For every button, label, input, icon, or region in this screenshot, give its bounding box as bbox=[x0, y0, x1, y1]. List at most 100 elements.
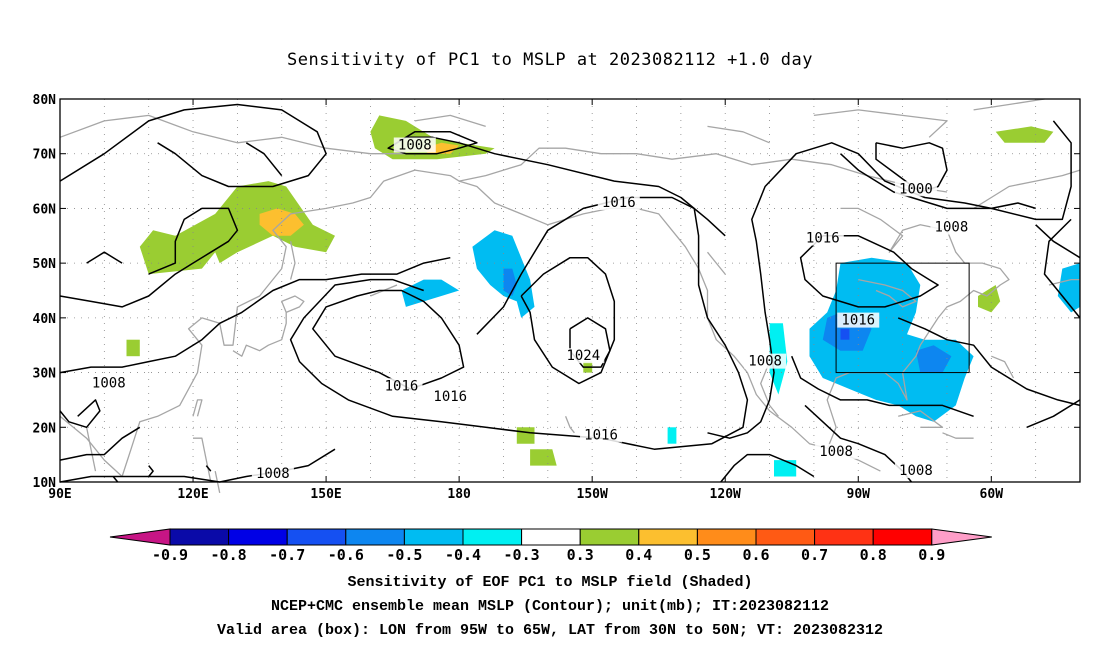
contour-label: 1016 bbox=[602, 195, 636, 211]
contour-label: 1016 bbox=[584, 427, 618, 443]
contour-label: 1008 bbox=[256, 466, 290, 482]
contour-label: 1008 bbox=[748, 354, 782, 370]
contour-label-bg bbox=[380, 378, 423, 394]
contour-label: 1024 bbox=[566, 348, 600, 364]
mslp-contour-2 bbox=[312, 289, 465, 390]
colorbar: -0.9 -0.8 -0.7 -0.6 -0.5 -0.4 -0.3 0.3 0.4 0.5 0.6… bbox=[109, 528, 992, 564]
coastline-segment-24 bbox=[1048, 278, 1080, 286]
contour-label-bg bbox=[251, 465, 294, 481]
colorbar-label: -0.4 bbox=[445, 546, 481, 564]
colorbar-label: 0.5 bbox=[684, 546, 711, 564]
contour-label: 1008 bbox=[935, 220, 969, 236]
sensitivity-region-14 bbox=[774, 460, 797, 477]
sensitivity-region-16 bbox=[516, 427, 535, 444]
mslp-contour-22 bbox=[59, 448, 336, 483]
coastline-segment-13 bbox=[564, 416, 575, 434]
colorbar-swatch bbox=[579, 528, 640, 546]
caption-line-2: NCEP+CMC ensemble mean MSLP (Contour); u… bbox=[270, 598, 830, 615]
lon-tick-label: 120W bbox=[710, 487, 741, 502]
coastline-segment-10 bbox=[193, 437, 212, 483]
mslp-contour-27 bbox=[86, 251, 123, 264]
mslp-contour-14 bbox=[1043, 218, 1081, 319]
sensitivity-region-13 bbox=[1057, 263, 1080, 313]
lat-tick-label: 80N bbox=[33, 93, 57, 108]
mslp-contour-7 bbox=[839, 120, 1072, 221]
lat-tick-label: 50N bbox=[33, 257, 57, 272]
coastline-segment-23 bbox=[991, 355, 1015, 379]
mslp-contour-19 bbox=[59, 256, 451, 374]
colorbar-label: 0.3 bbox=[567, 546, 594, 564]
contour-label: 1008 bbox=[819, 444, 853, 460]
lon-tick-label: 60W bbox=[980, 487, 1004, 502]
colorbar-label: 0.4 bbox=[625, 546, 652, 564]
contour-label-bg bbox=[894, 463, 937, 479]
sensitivity-region-0 bbox=[139, 181, 335, 275]
colorbar-swatch bbox=[286, 528, 347, 546]
colorbar-swatch bbox=[814, 528, 874, 546]
coastline-segment-3 bbox=[760, 361, 779, 417]
mslp-contour-8 bbox=[791, 355, 974, 418]
caption-line-1: Sensitivity of EOF PC1 to MSLP field (Sh… bbox=[347, 574, 753, 591]
lon-tick-label: 90W bbox=[847, 487, 871, 502]
colorbar-swatch bbox=[403, 528, 464, 546]
colorbar-label: -0.3 bbox=[504, 546, 540, 564]
coastline-segment-5 bbox=[858, 278, 917, 308]
mslp-contour-25 bbox=[205, 465, 212, 472]
coastline-segment-19 bbox=[813, 109, 948, 138]
colorbar-swatch bbox=[696, 528, 757, 546]
coastline-segment-8 bbox=[232, 295, 305, 357]
contour-label-bg bbox=[580, 427, 623, 443]
mslp-contour-17 bbox=[59, 103, 327, 188]
mslp-contour-26 bbox=[245, 142, 283, 177]
mslp-contour-3 bbox=[289, 196, 749, 450]
lat-tick-label: 10N bbox=[33, 476, 57, 491]
sensitivity-region-15 bbox=[667, 427, 677, 444]
coastline-segment-7 bbox=[942, 432, 974, 439]
mslp-contour-23 bbox=[112, 476, 119, 483]
lon-tick-label: 150E bbox=[310, 487, 341, 502]
colorbar-swatch bbox=[462, 528, 523, 546]
colorbar-label: -0.5 bbox=[386, 546, 422, 564]
lat-tick-label: 20N bbox=[33, 421, 57, 436]
map-axes: 90E 120E 150E 180 150W 120W 90W 60W 10N 20N 30N 40N… bbox=[33, 93, 1080, 502]
colorbar-swatch bbox=[521, 528, 581, 546]
contour-label-bg bbox=[87, 375, 130, 391]
contour-label-bg bbox=[815, 443, 858, 459]
coastline-segment-22 bbox=[59, 114, 415, 155]
sensitivity-region-17 bbox=[530, 449, 557, 466]
coastline-segment-1 bbox=[121, 147, 948, 477]
sensitivity-shading bbox=[126, 115, 1080, 477]
colorbar-label: 0.7 bbox=[801, 546, 828, 564]
coastlines bbox=[59, 98, 1081, 494]
mslp-contour-6 bbox=[875, 142, 948, 193]
mslp-contour-21 bbox=[59, 426, 141, 461]
coastline-segment-9 bbox=[192, 399, 203, 417]
figure-title: Sensitivity of PC1 to MSLP at 2023082112… bbox=[286, 50, 813, 70]
coastline-segment-12 bbox=[289, 241, 296, 280]
mslp-contour-13 bbox=[1026, 399, 1081, 428]
mslp-contour-16 bbox=[405, 131, 478, 149]
mslp-contour-12 bbox=[1035, 224, 1081, 259]
colorbar-low-arrow bbox=[109, 528, 171, 546]
colorbar-label: 0.9 bbox=[918, 546, 945, 564]
contour-label-bg bbox=[930, 219, 973, 235]
coastline-segment-16 bbox=[706, 251, 726, 275]
coastline-segment-20 bbox=[707, 125, 770, 144]
contour-label-bg bbox=[429, 389, 472, 405]
sensitivity-region-4 bbox=[995, 126, 1054, 143]
lat-tick-label: 30N bbox=[33, 367, 57, 382]
mslp-contour-0 bbox=[520, 256, 616, 385]
colorbar-swatch bbox=[345, 528, 405, 546]
coastline-segment-14 bbox=[85, 427, 97, 472]
contour-label-bg bbox=[801, 230, 844, 246]
colorbar-label: 0.8 bbox=[860, 546, 887, 564]
mslp-contour-24 bbox=[148, 465, 154, 477]
map-frame bbox=[59, 98, 1081, 483]
caption-line-3: Valid area (box): LON from 95W to 65W, L… bbox=[216, 622, 884, 639]
colorbar-label: -0.8 bbox=[211, 546, 247, 564]
contour-labels: 1008 1016 1000 1008 1016 1016 1024 1008 1016 1016… bbox=[87, 137, 973, 482]
mslp-contour-5 bbox=[707, 142, 1036, 439]
contour-label-bg bbox=[744, 353, 787, 369]
mslp-contour-9 bbox=[897, 317, 1081, 407]
